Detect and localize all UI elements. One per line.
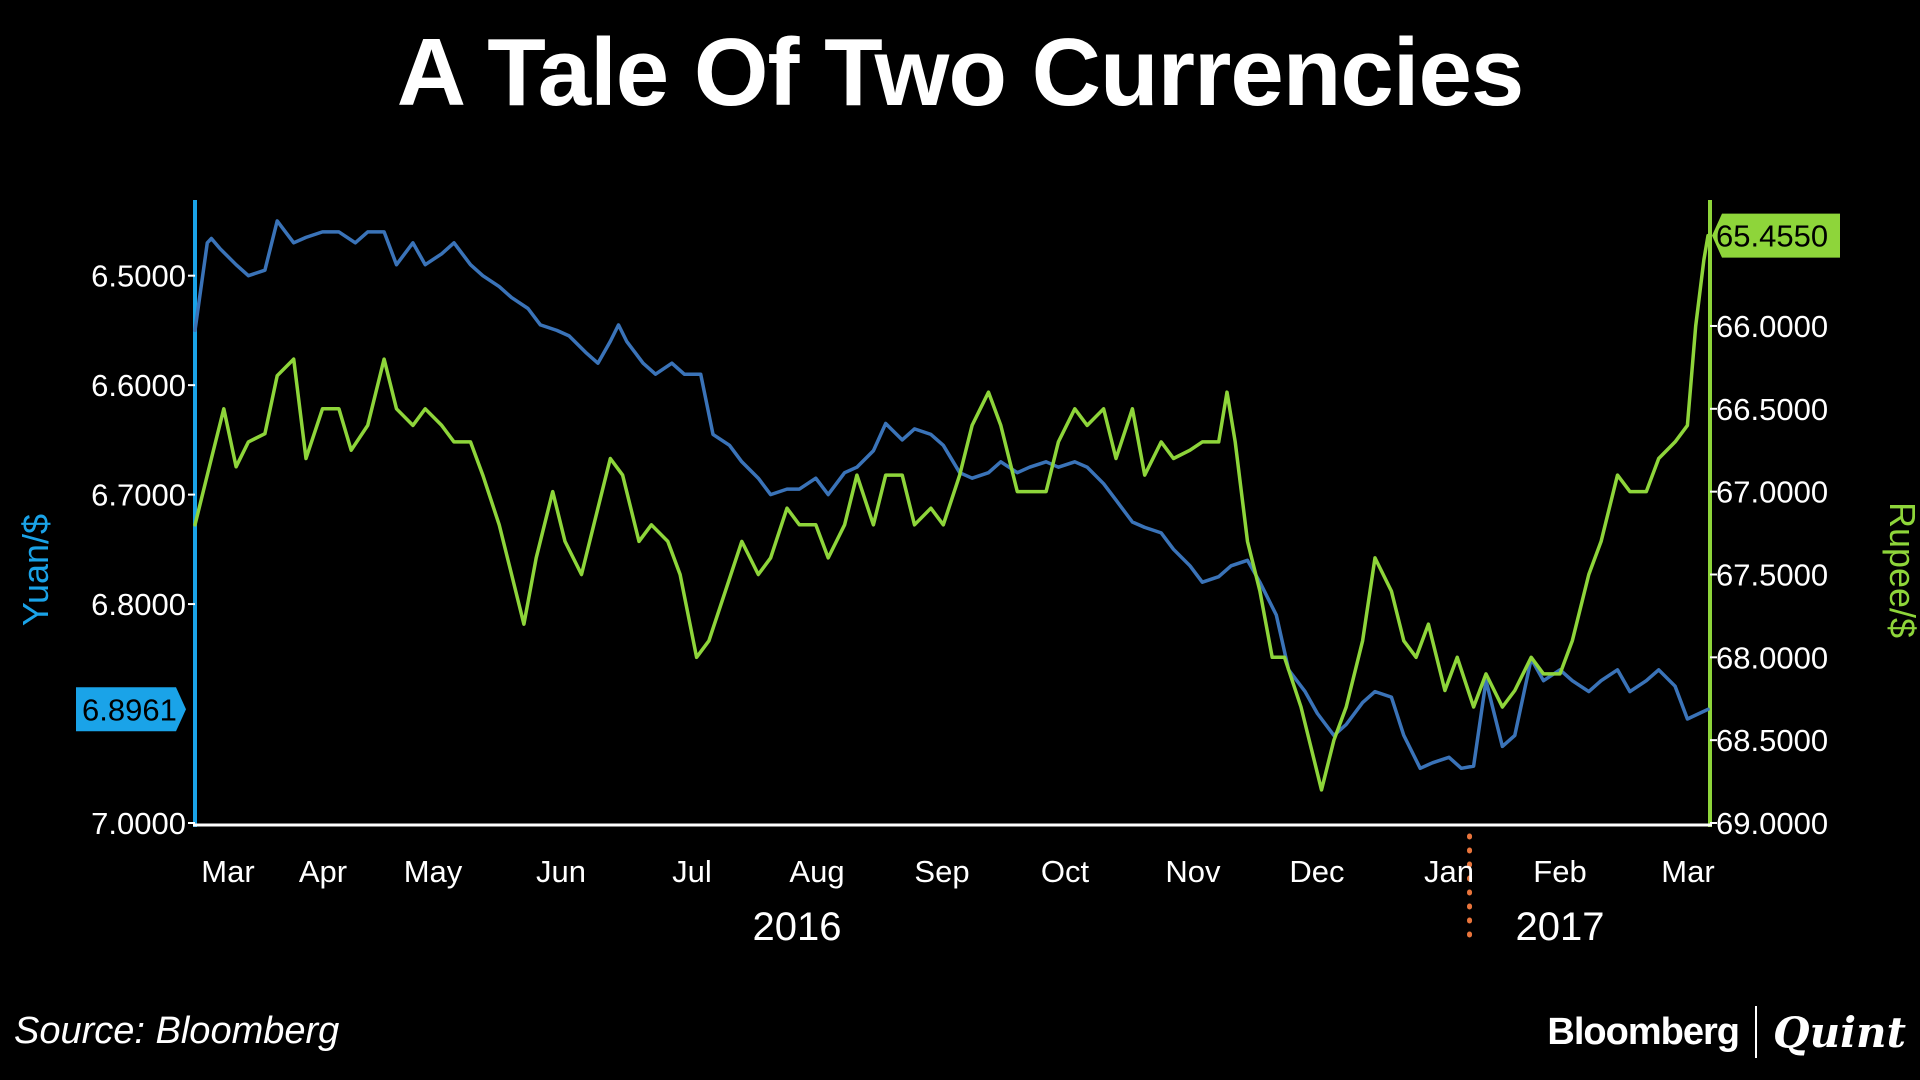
left-tick-label: 6.5000 [91,259,186,294]
rupee-callout-value: 65.4550 [1716,219,1828,254]
x-tick-label: Feb [1533,854,1586,889]
rupee-series-line [193,233,1710,792]
left-axis-title: Yuan/$ [15,514,56,626]
right-tick-label: 68.0000 [1716,640,1828,675]
chart-title: A Tale Of Two Currencies [396,19,1524,126]
brand-divider [1754,1006,1757,1058]
left-tick-label: 6.6000 [91,368,186,403]
brand-quint: Quint [1772,1007,1906,1057]
right-tick-label: 68.5000 [1716,723,1828,758]
x-tick-label: Aug [789,854,844,889]
x-tick-label: Jun [536,854,586,889]
x-tick-label: Dec [1289,854,1344,889]
x-tick-label: Jan [1424,854,1474,889]
x-tick-label: Apr [299,854,347,889]
yuan-series-line [193,219,1710,771]
brand-bloomberg: Bloomberg [1547,1010,1740,1053]
x-tick-label: Mar [201,854,254,889]
year-label: 2017 [1516,905,1605,949]
right-tick-label: 69.0000 [1716,806,1828,841]
right-tick-label: 67.5000 [1716,557,1828,592]
right-tick-label: 67.0000 [1716,475,1828,510]
x-tick-label: Mar [1661,854,1714,889]
source-note: Source: Bloomberg [14,1010,340,1052]
yuan-callout-value: 6.8961 [82,692,177,727]
left-tick-label: 7.0000 [91,806,186,841]
x-tick-label: Sep [914,854,969,889]
left-tick-label: 6.8000 [91,587,186,622]
right-tick-label: 66.0000 [1716,309,1828,344]
x-tick-label: Oct [1041,854,1090,889]
x-tick-label: May [404,854,463,889]
left-tick-label: 6.7000 [91,478,186,513]
year-label: 2016 [753,905,842,949]
brand-logo: Bloomberg Quint [1547,1006,1906,1058]
x-tick-label: Nov [1165,854,1221,889]
x-tick-label: Jul [672,854,712,889]
yuan-callout-box [76,687,186,732]
right-tick-label: 66.5000 [1716,392,1828,427]
rupee-callout-box [1712,213,1840,258]
right-axis-title: Rupee/$ [1882,502,1920,638]
